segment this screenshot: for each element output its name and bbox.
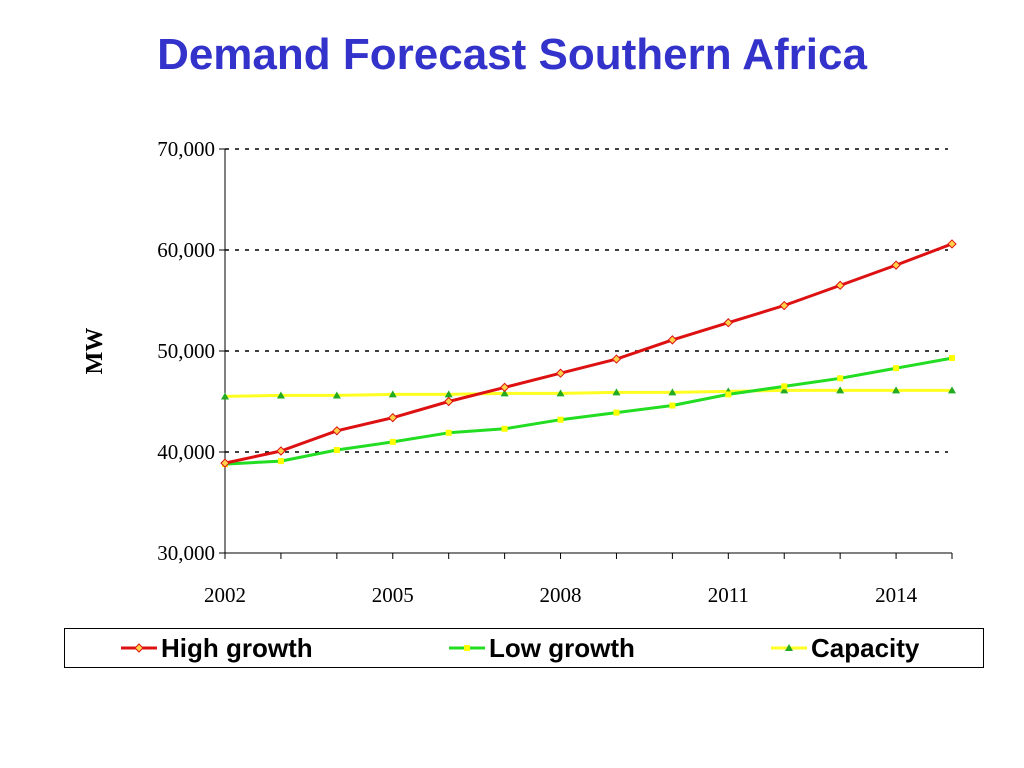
data-point xyxy=(388,412,398,423)
data-point xyxy=(501,425,508,432)
y-axis-title: MW xyxy=(82,328,108,375)
y-tick-label: 60,000 xyxy=(157,238,215,262)
y-tick-label: 30,000 xyxy=(157,541,215,565)
data-point xyxy=(443,396,454,407)
data-point xyxy=(781,383,788,390)
data-point xyxy=(893,365,900,372)
data-point xyxy=(389,438,396,445)
data-point xyxy=(949,355,955,362)
data-point xyxy=(725,391,732,398)
y-tick-label: 70,000 xyxy=(157,137,215,161)
x-tick-label: 2014 xyxy=(875,583,918,607)
data-point xyxy=(836,386,845,394)
x-tick-label: 2008 xyxy=(540,583,582,607)
data-point xyxy=(612,388,621,396)
line-chart: 30,000 40,000 50,000 60,000 70,000 2002 2005 20… xyxy=(82,137,957,607)
data-point xyxy=(613,409,620,416)
data-point xyxy=(667,335,678,345)
data-point xyxy=(221,392,229,400)
legend-item-high-growth: High growth xyxy=(121,629,313,667)
y-tick-label: 50,000 xyxy=(157,339,215,363)
legend-swatch-low-growth xyxy=(449,645,485,651)
data-point xyxy=(277,458,284,465)
legend-label-high-growth: High growth xyxy=(161,632,313,663)
data-point xyxy=(332,426,342,436)
series-line-low-growth xyxy=(224,356,953,466)
x-tick-label: 2002 xyxy=(204,583,246,607)
data-point xyxy=(276,446,286,456)
data-point xyxy=(892,386,901,394)
x-tick-label: 2011 xyxy=(708,583,749,607)
legend-swatch-high-growth xyxy=(121,643,157,653)
legend-item-capacity: Capacity xyxy=(771,629,919,667)
data-point xyxy=(948,386,956,394)
data-point xyxy=(220,458,230,468)
data-point xyxy=(780,386,789,394)
x-tick-label: 2005 xyxy=(372,583,414,607)
y-tick-label: 40,000 xyxy=(157,440,215,464)
data-point xyxy=(388,390,397,398)
series-line-high-growth xyxy=(224,242,953,465)
legend-label-capacity: Capacity xyxy=(811,632,920,663)
page-title: Demand Forecast Southern Africa xyxy=(157,30,867,79)
series-line-capacity xyxy=(224,388,952,398)
data-point xyxy=(669,402,676,409)
data-point xyxy=(557,416,564,423)
data-point xyxy=(723,318,734,328)
data-point xyxy=(611,354,622,364)
data-point xyxy=(668,388,677,396)
data-point xyxy=(837,375,844,382)
data-point xyxy=(332,391,341,399)
legend-label-low-growth: Low growth xyxy=(489,632,635,663)
data-point xyxy=(891,260,901,270)
data-point xyxy=(444,390,453,398)
data-point xyxy=(555,368,566,378)
legend-item-low-growth: Low growth xyxy=(449,629,635,667)
data-point xyxy=(333,446,340,453)
data-point xyxy=(500,389,509,397)
data-point xyxy=(947,239,957,249)
data-point xyxy=(835,280,845,291)
chart-legend: High growth Low growth Capacity xyxy=(64,628,984,668)
data-point xyxy=(445,429,452,436)
data-point xyxy=(779,300,789,311)
data-point xyxy=(276,391,285,399)
data-point xyxy=(556,389,565,397)
legend-swatch-capacity xyxy=(771,644,807,651)
data-point xyxy=(499,382,510,393)
